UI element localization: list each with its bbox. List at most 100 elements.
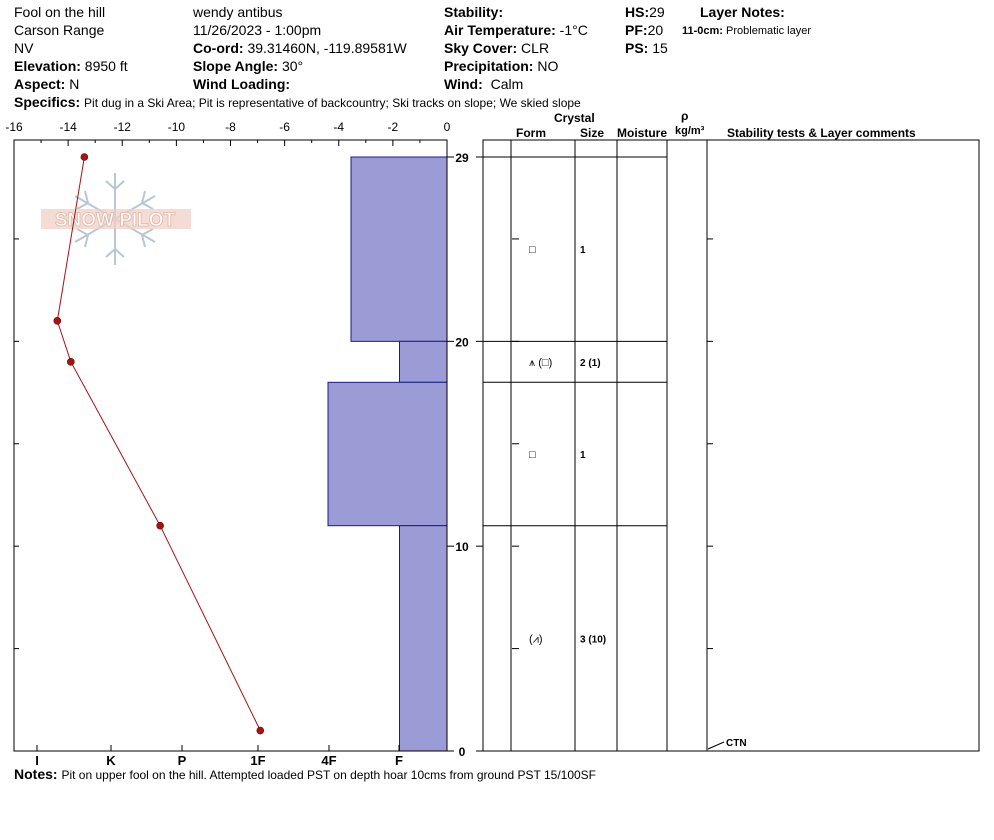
wind-loading-label: Wind Loading:: [193, 76, 291, 92]
precip-label: Precipitation:: [444, 58, 534, 74]
observer-name: wendy antibus: [193, 4, 283, 20]
notes-label: Notes:: [14, 766, 58, 782]
crystal-form: □: [529, 449, 536, 461]
hardness-tick-label: I: [35, 753, 39, 768]
sky-cover: Sky Cover: CLR: [444, 39, 549, 57]
hardness-layer: [327, 381, 448, 527]
form-header: Form: [516, 126, 546, 140]
air-temp-value: -1°C: [559, 22, 588, 38]
elevation-label: Elevation:: [14, 58, 81, 74]
temperature-point: [156, 521, 164, 530]
notes: Notes: Pit on upper fool on the hill. At…: [14, 765, 596, 784]
temperature-tick-label: -16: [5, 120, 23, 134]
slope-value: 30°: [281, 58, 304, 74]
air-temp-label: Air Temperature:: [444, 22, 556, 38]
specifics-text: Pit dug in a Ski Area; Pit is representa…: [84, 96, 581, 110]
coord-label: Co-ord:: [193, 40, 244, 56]
wind-value: Calm: [490, 76, 524, 92]
hs: HS:29: [625, 3, 665, 21]
slope-label: Slope Angle:: [193, 58, 279, 74]
height-tick-label: 10: [455, 540, 469, 554]
moisture-header: Moisture: [617, 126, 668, 140]
ps-value: 15: [652, 40, 668, 56]
temperature-point: [80, 153, 89, 161]
temperature-point: [53, 317, 62, 325]
wind-label: Wind:: [444, 76, 483, 92]
crystal-header: Crystal: [554, 111, 595, 125]
layer-note-text: Problematic layer: [726, 25, 812, 37]
layer-notes-label: Layer Notes:: [700, 4, 785, 20]
layer-table-frame: [482, 139, 980, 752]
precipitation: Precipitation: NO: [444, 57, 558, 75]
hardness-layer: [399, 525, 448, 752]
pf-label: PF:: [625, 22, 648, 38]
crystal-size: 1: [580, 450, 586, 461]
aspect: Aspect: N: [14, 75, 79, 93]
crystal-form: ⩚ (□): [529, 357, 552, 369]
state-name: NV: [14, 40, 34, 56]
temperature-tick-label: -10: [168, 120, 186, 134]
temperature-tick-label: -14: [59, 120, 77, 134]
observation-datetime: 11/26/2023 - 1:00pm: [193, 22, 322, 38]
size-header: Size: [580, 126, 605, 140]
wind: Wind: Calm: [444, 75, 523, 93]
temperature-tick-label: -12: [114, 120, 132, 134]
pf-value: 20: [647, 22, 664, 38]
crystal-size: 2 (1): [580, 358, 601, 369]
height-tick-label: 20: [455, 335, 469, 349]
hardness-tick-label: P: [178, 753, 187, 768]
specifics-label: Specifics:: [14, 94, 81, 110]
precip-value: NO: [537, 58, 559, 74]
temperature-tick-label: -4: [333, 120, 344, 134]
temperature-point: [67, 358, 75, 366]
crystal-form: (⩘): [529, 633, 543, 645]
temperature-tick-label: -8: [225, 120, 236, 134]
hardness-tick-label: 4F: [321, 753, 336, 768]
location-name: Fool on the hill: [14, 4, 106, 20]
density-unit-header: kg/m³: [675, 125, 705, 137]
notes-text: Pit on upper fool on the hill. Attempted…: [61, 768, 597, 782]
snowpilot-logo: SNOW PILOT: [41, 173, 191, 265]
layer-note: 11-0cm: Problematic layer: [682, 22, 811, 40]
temperature-tick-label: -2: [388, 120, 399, 134]
crystal-form: □: [529, 244, 536, 256]
hardness-layer: [350, 156, 448, 342]
hardness-tick-label: K: [106, 753, 116, 768]
elevation-value: 8950 ft: [84, 58, 128, 74]
aspect-label: Aspect:: [14, 76, 66, 92]
sky-value: CLR: [521, 40, 550, 56]
temperature-line: [56, 156, 261, 731]
air-temperature: Air Temperature: -1°C: [444, 21, 588, 39]
coord-value: 39.31460N, -119.89581W: [247, 40, 407, 56]
coordinates: Co-ord: 39.31460N, -119.89581W: [193, 39, 407, 57]
hardness-tick-label: 1F: [250, 753, 265, 768]
stability-test-label: CTN: [726, 738, 747, 749]
crystal-size: 1: [580, 245, 586, 256]
range-name: Carson Range: [14, 22, 105, 38]
elevation: Elevation: 8950 ft: [14, 57, 128, 75]
hs-value: 29: [649, 4, 665, 20]
temperature-tick-label: -6: [279, 120, 290, 134]
pf: PF:20: [625, 21, 663, 39]
hs-label: HS:: [625, 4, 650, 20]
sky-label: Sky Cover:: [444, 40, 518, 56]
hardness-layer: [399, 340, 448, 383]
ps: PS: 15: [625, 39, 668, 57]
height-tick-label: 0: [459, 745, 466, 759]
stability-tests-header: Stability tests & Layer comments: [727, 126, 916, 140]
aspect-value: N: [69, 76, 80, 92]
crystal-size: 3 (10): [580, 634, 606, 645]
stability-test-marker: [707, 741, 725, 750]
layer-note-depth: 11-0cm:: [682, 25, 723, 37]
specifics: Specifics: Pit dug in a Ski Area; Pit is…: [14, 93, 581, 112]
rho-header: ρ: [681, 109, 689, 123]
temperature-tick-label: 0: [444, 120, 451, 134]
height-tick-label: 29: [455, 151, 469, 165]
ps-label: PS:: [625, 40, 649, 56]
hardness-tick-label: F: [395, 753, 403, 768]
logo-text: SNOW PILOT: [55, 210, 176, 231]
slope-angle: Slope Angle: 30°: [193, 57, 303, 75]
stability-label: Stability:: [444, 4, 504, 20]
temperature-point: [256, 726, 265, 735]
